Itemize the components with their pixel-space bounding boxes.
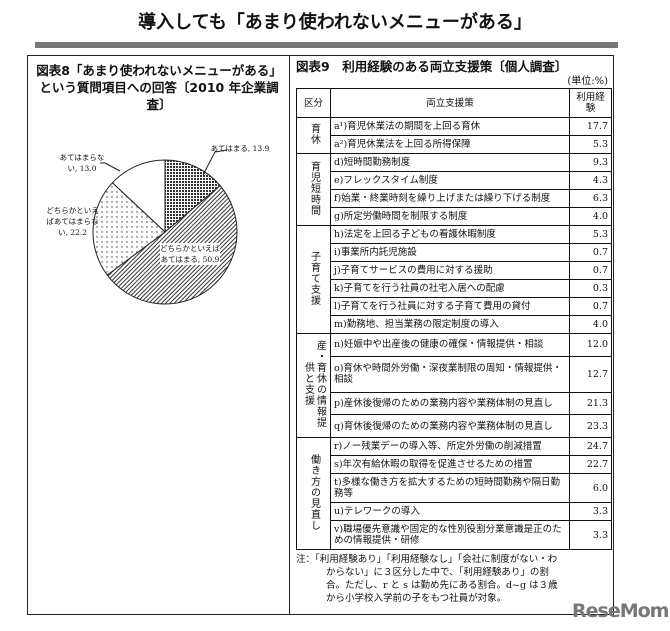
usage-value: 12.0: [569, 333, 612, 357]
category-cell: 子育て支援: [296, 225, 331, 334]
usage-value: 9.3: [569, 153, 612, 172]
measure-cell: o)育休や時間外労働・深夜業制限の周知・情報提供・相談: [330, 355, 570, 393]
header-category: 区分: [296, 88, 331, 118]
usage-value: 17.7: [569, 117, 612, 136]
usage-value: 21.3: [569, 391, 612, 416]
measure-cell: n)妊娠中や出産後の健康の確保・情報提供・相談: [330, 333, 570, 357]
measure-cell: k)子育てを行う社員の社宅入居への配慮: [330, 279, 570, 298]
usage-value: 3.3: [569, 502, 612, 521]
table-row: k)子育てを行う社員の社宅入居への配慮 0.3: [297, 279, 612, 298]
measure-cell: i)事業所内託児施設: [330, 243, 570, 262]
table-row: p)産休後復帰のための業務内容や業務体制の見直し 21.3: [297, 391, 612, 416]
usage-value: 0.7: [569, 261, 612, 280]
measure-cell: e)フレックスタイム制度: [330, 171, 570, 190]
pie-label-dochiraka-atehamaranai: どちらかといえばあてはまらない, 22.2: [46, 206, 99, 237]
page-title: 導入しても「あまり使われないメニューがある」: [138, 12, 532, 33]
pie-label-dochiraka-atehamaru: どちらかといえばあてはまる, 50.9: [160, 243, 220, 265]
usage-value: 5.3: [569, 135, 612, 154]
category-cell: 育児短時間: [296, 153, 331, 226]
support-measures-table: 区分 両立支援策 利用経験 育休 a¹)育児休業法の期間を上回る育休 17.7 a²)育児…: [296, 88, 612, 550]
usage-value: 0.7: [569, 243, 612, 262]
measure-cell: t)多様な働き方を拡大するための短時間勤務や隔日勤務等: [330, 473, 570, 503]
table-row: f)始業・終業時刻を繰り上げまたは繰り下げる制度 6.3: [297, 189, 612, 208]
figure-frame: [27, 55, 614, 615]
title-underline: [35, 42, 618, 48]
category-label: 働き方の見直し: [308, 453, 320, 531]
category-label: 子育て支援: [308, 250, 320, 306]
header-usage: 利用経験: [569, 88, 612, 118]
figure9-panel: 図表9 利用経験のある両立支援策〔個人調査〕 (単位:%) 区分 両立支援策 利用経…: [296, 59, 612, 605]
measure-cell: v)職場優先意識や固定的な性別役割分業意識是正のための情報提供・研修: [330, 520, 570, 550]
measure-cell: s)年次有給休暇の取得を促進させるための措置: [330, 455, 570, 474]
table-row: l)子育てを行う社員に対する子育て費用の貸付 0.7: [297, 297, 612, 316]
measure-cell: a¹)育児休業法の期間を上回る育休: [330, 117, 570, 136]
table-row: g)所定労働時間を制限する制度 4.0: [297, 207, 612, 226]
usage-value: 5.3: [569, 225, 612, 244]
usage-value: 6.0: [569, 473, 612, 503]
usage-value: 12.7: [569, 355, 612, 393]
table-header: 区分 両立支援策 利用経験: [296, 88, 612, 118]
table-row: 育児短時間 d)短時間勤務制度 9.3: [296, 153, 612, 226]
category-label: 育児短時間: [308, 160, 320, 216]
table-note: 注：「利用経験あり」「利用経験なし」「会社に制度がない・わからない」に３区分した…: [296, 554, 558, 604]
usage-value: 0.3: [569, 279, 612, 298]
table-row: u)テレワークの導入 3.3: [297, 502, 612, 521]
table-row: t)多様な働き方を拡大するための短時間勤務や隔日勤務等 6.0: [297, 473, 612, 503]
category-label: 産・育休の情報提供と支援: [302, 340, 326, 428]
category-cell: 育休: [296, 117, 331, 154]
measure-cell: j)子育てサービスの費用に対する援助: [330, 261, 570, 280]
pie-slice-0: [164, 159, 221, 234]
pie-slice-2: [92, 182, 166, 276]
usage-value: 6.3: [569, 189, 612, 208]
panel-divider: [289, 55, 290, 615]
table-row: q)育休後復帰のための業務内容や業務体制の見直し 23.3: [297, 414, 612, 438]
table-row: j)子育てサービスの費用に対する援助 0.7: [297, 261, 612, 280]
pie-leader-line: [100, 162, 121, 172]
pie-label-atehamaranai: あてはまらない, 13.0: [59, 153, 105, 173]
measure-cell: q)育休後復帰のための業務内容や業務体制の見直し: [330, 414, 570, 438]
pie-label-atehamaru: あてはまる, 13.9: [210, 144, 270, 153]
pie-leader-line: [202, 149, 228, 176]
table-row: m)勤務地、担当業務の限定制度の導入 4.0: [297, 315, 612, 334]
measure-cell: g)所定労働時間を制限する制度: [330, 207, 570, 226]
table-row: s)年次有給休暇の取得を促進させるための措置 22.7: [297, 455, 612, 474]
category-cell: 産・育休の情報提供と支援: [296, 333, 331, 438]
usage-value: 4.3: [569, 171, 612, 190]
measure-cell: r)ノー残業デーの導入等、所定外労働の削減措置: [330, 437, 570, 456]
table-row: o)育休や時間外労働・深夜業制限の周知・情報提供・相談 12.7: [297, 355, 612, 393]
table-row: 産・育休の情報提供と支援 n)妊娠中や出産後の健康の確保・情報提供・相談 12.0: [296, 333, 612, 438]
usage-value: 23.3: [569, 414, 612, 438]
measure-cell: p)産休後復帰のための業務内容や業務体制の見直し: [330, 391, 570, 416]
table-row: i)事業所内託児施設 0.7: [297, 243, 612, 262]
unit-label: (単位:%): [567, 76, 608, 87]
table-row: 育休 a¹)育児休業法の期間を上回る育休 17.7: [296, 117, 612, 154]
measure-cell: f)始業・終業時刻を繰り上げまたは繰り下げる制度: [330, 189, 570, 208]
figure9-title: 図表9 利用経験のある両立支援策〔個人調査〕: [296, 59, 568, 74]
usage-value: 22.7: [569, 455, 612, 474]
figure8-title: 図表8「あまり使われないメニューがある」という質問項目への回答〔2010 年企業…: [36, 63, 282, 112]
table-row: v)職場優先意識や固定的な性別役割分業意識是正のための情報提供・研修 3.3: [297, 520, 612, 550]
table-row: e)フレックスタイム制度 4.3: [297, 171, 612, 190]
resemom-logo: ReseMom: [572, 600, 669, 622]
usage-value: 0.7: [569, 297, 612, 316]
measure-cell: m)勤務地、担当業務の限定制度の導入: [330, 315, 570, 334]
usage-value: 4.0: [569, 207, 612, 226]
measure-cell: h)法定を上回る子どもの看護休暇制度: [330, 225, 570, 244]
measure-cell: a²)育児休業法を上回る所得保障: [330, 135, 570, 154]
table-row: a²)育児休業法を上回る所得保障 5.3: [297, 135, 612, 154]
usage-value: 4.0: [569, 315, 612, 334]
measure-cell: d)短時間勤務制度: [330, 153, 570, 172]
measure-cell: u)テレワークの導入: [330, 502, 570, 521]
category-label: 育休: [308, 123, 320, 145]
usage-value: 3.3: [569, 520, 612, 550]
pie-slice-3: [111, 159, 166, 234]
usage-value: 24.7: [569, 437, 612, 456]
category-cell: 働き方の見直し: [296, 437, 331, 550]
header-measure: 両立支援策: [330, 88, 570, 118]
table-row: 働き方の見直し r)ノー残業デーの導入等、所定外労働の削減措置 24.7: [296, 437, 612, 550]
table-row: 子育て支援 h)法定を上回る子どもの看護休暇制度 5.3: [296, 225, 612, 334]
measure-cell: l)子育てを行う社員に対する子育て費用の貸付: [330, 297, 570, 316]
